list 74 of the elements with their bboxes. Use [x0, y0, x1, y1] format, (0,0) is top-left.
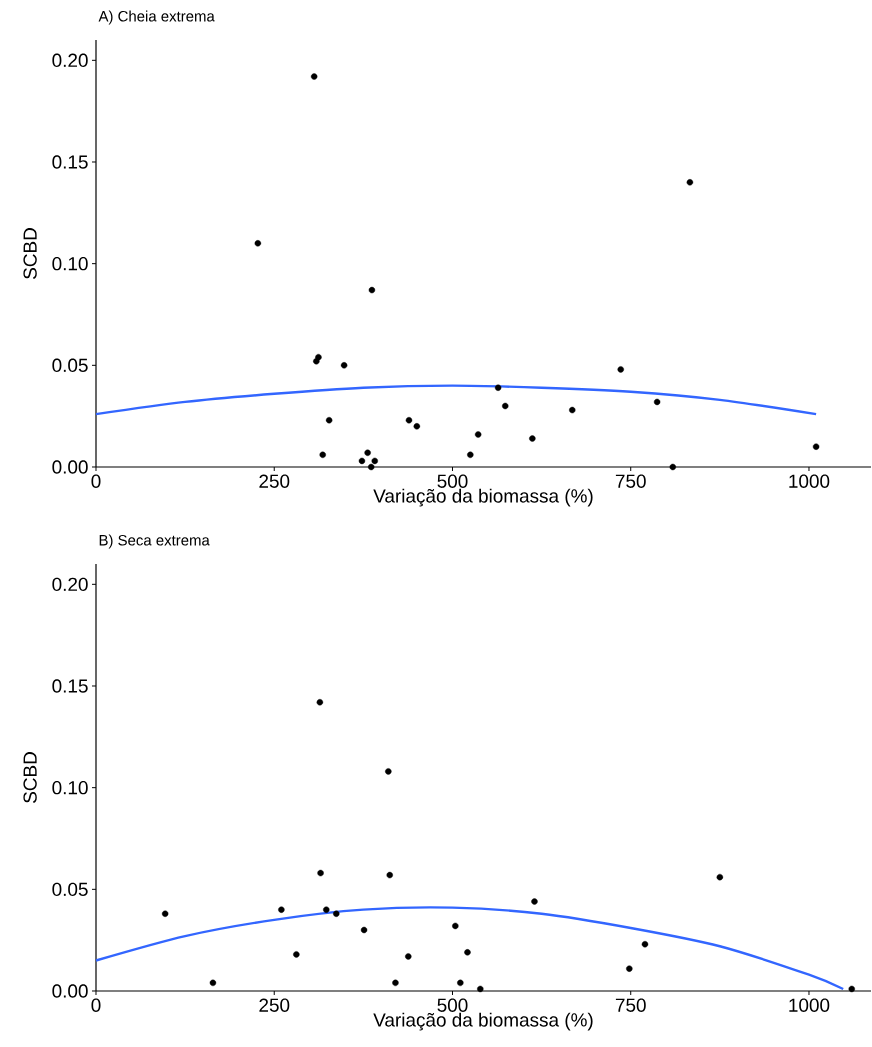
x-axis-title: Variação da biomassa (%): [373, 488, 593, 507]
x-axis-title: Variação da biomassa (%): [373, 1012, 593, 1031]
point: [368, 463, 375, 471]
y-axis-title: SCBD: [23, 752, 37, 803]
point: [617, 366, 625, 373]
point: [311, 73, 318, 80]
point: [531, 898, 538, 905]
point: [626, 965, 633, 972]
y-tick-label: 0.10: [52, 780, 88, 795]
point: [686, 179, 694, 186]
y-tick-label: 0.10: [52, 256, 88, 271]
y-tick-label: 0.05: [52, 358, 88, 373]
point: [848, 985, 856, 993]
line-series: [95, 906, 845, 991]
point: [392, 979, 399, 987]
x-tick-label: 1000: [789, 998, 830, 1012]
point: [162, 910, 169, 917]
x-tick-label: 250: [259, 998, 290, 1012]
point: [323, 906, 330, 913]
point: [406, 417, 413, 424]
y-tick-label: 0.15: [52, 679, 88, 693]
y-tick-label: 0.20: [52, 53, 88, 68]
x-tick-label: 1000: [789, 474, 830, 488]
point: [341, 362, 348, 369]
point: [361, 926, 368, 934]
chart-title: A) Cheia extrema: [98, 10, 215, 25]
point: [386, 871, 394, 879]
point: [475, 431, 482, 438]
point: [477, 985, 484, 993]
point: [278, 906, 285, 913]
point: [371, 457, 379, 465]
point: [495, 384, 502, 391]
point: [502, 402, 509, 410]
point: [385, 768, 392, 775]
point: [813, 443, 820, 450]
y-tick-label: 0.20: [52, 577, 88, 592]
point: [317, 869, 324, 877]
point: [529, 435, 536, 442]
point: [254, 240, 262, 247]
point: [326, 417, 333, 424]
y-tick-label: 0.00: [52, 460, 88, 474]
point: [654, 398, 661, 406]
point: [209, 979, 217, 987]
point: [364, 449, 372, 456]
x-tick-label: 250: [259, 474, 290, 488]
point: [313, 358, 320, 365]
y-tick-label: 0.15: [52, 155, 88, 169]
point: [293, 951, 300, 958]
x-tick-label: 750: [616, 998, 646, 1012]
x-tick-label: 750: [616, 474, 646, 488]
point: [464, 949, 471, 956]
point: [405, 953, 412, 960]
x-tick-label: 500: [437, 998, 468, 1012]
point: [452, 922, 459, 930]
point: [413, 423, 421, 430]
point: [467, 451, 474, 458]
line-series: [95, 384, 818, 416]
x-tick-label: 0: [91, 998, 101, 1012]
point: [319, 451, 327, 458]
point: [569, 406, 576, 414]
point: [333, 910, 340, 917]
point: [316, 699, 324, 706]
point: [669, 463, 677, 471]
point: [641, 941, 649, 948]
point: [457, 979, 464, 987]
chart-title: B) Seca extrema: [99, 534, 210, 549]
y-axis-title: SCBD: [23, 228, 37, 279]
point: [368, 286, 376, 294]
x-tick-label: 0: [91, 474, 101, 488]
point: [716, 873, 724, 881]
x-tick-label: 500: [437, 474, 468, 488]
point: [358, 457, 366, 465]
y-tick-label: 0.00: [52, 984, 88, 998]
y-tick-label: 0.05: [52, 882, 88, 897]
